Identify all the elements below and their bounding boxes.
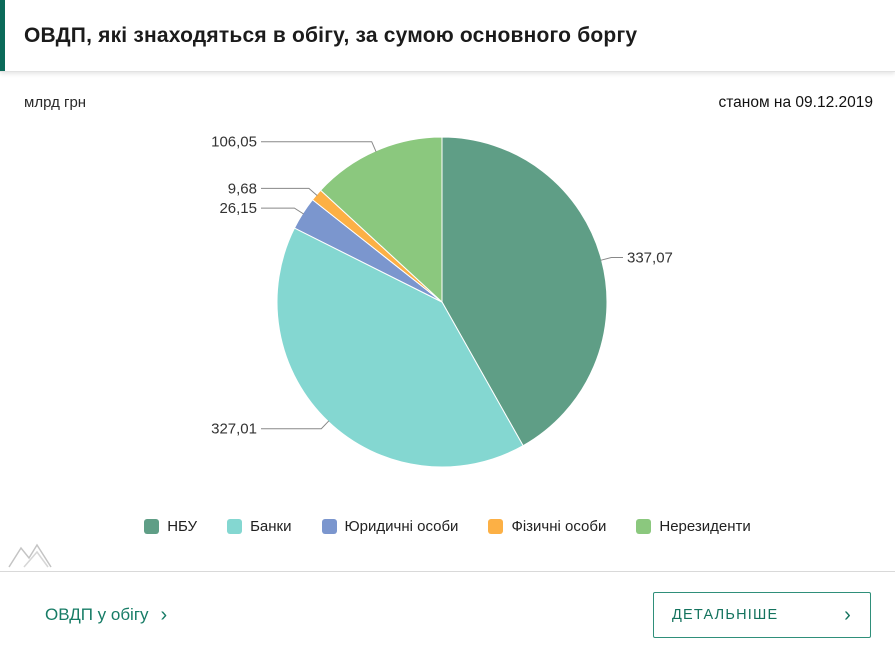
details-button-label: ДЕТАЛЬНІШЕ	[672, 607, 779, 623]
data-label: 9,68	[228, 180, 257, 197]
header-accent-bar	[0, 0, 5, 71]
label-connector	[261, 141, 377, 152]
legend-item-1[interactable]: Банки	[227, 518, 292, 535]
legend-swatch	[144, 519, 160, 534]
data-label: 106,05	[211, 134, 257, 151]
label-connector	[261, 187, 318, 196]
legend-label: Нерезиденти	[659, 518, 751, 535]
unit-label: млрд грн	[24, 94, 87, 111]
legend-swatch	[636, 519, 652, 534]
wave-sparkline-icon	[8, 543, 52, 568]
legend-label: Банки	[250, 518, 292, 535]
chart-area: 337,07 327,01 26,15 9,68 106,05	[0, 112, 895, 492]
widget-footer: ОВДП у обігу › ДЕТАЛЬНІШЕ ›	[0, 571, 895, 658]
data-label: 327,01	[211, 421, 257, 438]
legend-item-0[interactable]: НБУ	[144, 518, 197, 535]
chevron-right-icon: ›	[160, 604, 168, 626]
legend-swatch	[321, 519, 337, 534]
meta-row: млрд грн станом на 09.12.2019	[0, 72, 895, 112]
legend-swatch	[227, 519, 243, 534]
as-of-date: станом на 09.12.2019	[718, 94, 873, 111]
footer-link-label: ОВДП у обігу	[45, 605, 149, 624]
legend-swatch	[488, 519, 504, 534]
ovdp-in-circulation-link[interactable]: ОВДП у обігу ›	[45, 605, 167, 625]
legend-item-3[interactable]: Фізичні особи	[488, 518, 606, 535]
chart-legend: НБУ Банки Юридичні особи Фізичні особи Нерез…	[0, 518, 895, 535]
widget-header: ОВДП, які знаходяться в обігу, за сумою …	[0, 0, 895, 72]
label-connector	[261, 420, 330, 430]
details-button[interactable]: ДЕТАЛЬНІШЕ ›	[653, 592, 871, 638]
page-title: ОВДП, які знаходяться в обігу, за сумою …	[24, 23, 638, 47]
legend-label: НБУ	[167, 518, 198, 535]
legend-item-4[interactable]: Нерезиденти	[636, 518, 751, 535]
legend-item-2[interactable]: Юридичні особи	[321, 518, 459, 535]
label-connector	[261, 207, 304, 215]
legend-label: Юридичні особи	[344, 518, 459, 535]
legend-label: Фізичні особи	[511, 518, 607, 535]
label-connector	[600, 257, 623, 261]
data-label: 26,15	[219, 200, 257, 217]
pie-chart: 337,07 327,01 26,15 9,68 106,05	[211, 134, 673, 468]
chevron-right-icon: ›	[844, 604, 852, 626]
data-label: 337,07	[627, 250, 673, 267]
